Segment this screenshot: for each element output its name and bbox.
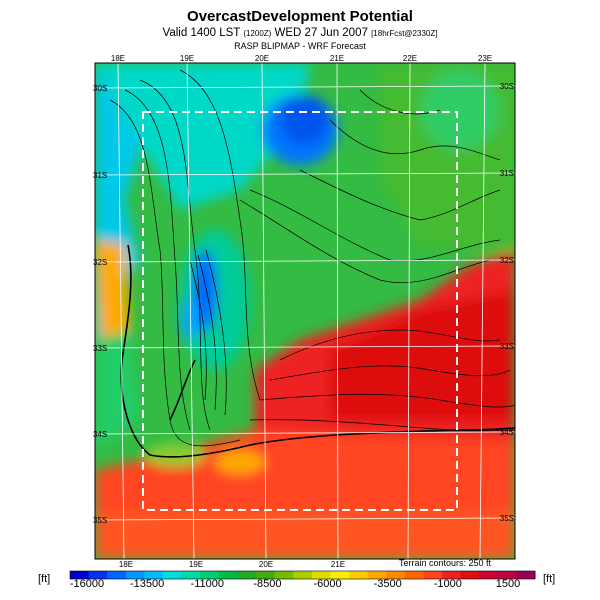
colorbar-tick-label: 1500 bbox=[495, 578, 521, 590]
lat-label-left: 34S bbox=[93, 430, 107, 439]
lon-label-top: 22E bbox=[403, 54, 417, 63]
lon-label-top: 19E bbox=[180, 54, 194, 63]
lat-labels-left: 30S 31S 32S 33S 34S 35S bbox=[93, 84, 107, 525]
lon-labels-top: 18E 19E 20E 21E 22E 23E bbox=[111, 54, 492, 63]
source-label: RASP BLIPMAP - WRF Forecast bbox=[234, 41, 366, 51]
colorbar-swatch bbox=[516, 571, 536, 579]
colorbar-tick-label: -11000 bbox=[190, 578, 224, 590]
valid-date: WED 27 Jun 2007 bbox=[274, 27, 368, 39]
colorbar-swatch bbox=[423, 571, 443, 579]
lat-label-left: 32S bbox=[93, 258, 107, 267]
colorbar-tick-label: -3500 bbox=[373, 578, 402, 590]
colorbar-swatch bbox=[218, 571, 238, 579]
colorbar-tick-label: -13500 bbox=[130, 578, 165, 590]
lon-label-top: 21E bbox=[330, 54, 344, 63]
colorbar-swatch bbox=[70, 571, 90, 579]
colorbar-swatch bbox=[479, 571, 499, 579]
terrain-contours bbox=[109, 69, 515, 447]
colorbar-swatch bbox=[330, 571, 350, 579]
lat-label-right: 33S bbox=[500, 342, 514, 351]
inner-domain-box bbox=[142, 111, 458, 511]
valid-time-utc: (1200Z) bbox=[243, 29, 272, 38]
lat-label-right: 30S bbox=[500, 82, 514, 91]
valid-time-main: Valid 1400 LST bbox=[162, 27, 241, 39]
lon-label-bottom: 19E bbox=[189, 560, 203, 569]
colorbar-swatch bbox=[349, 571, 369, 579]
colorbar-tick-label: -1000 bbox=[433, 578, 462, 590]
colorbar-swatch bbox=[497, 571, 517, 579]
colorbar-swatch bbox=[404, 571, 424, 579]
lat-label-right: 34S bbox=[500, 428, 514, 437]
terrain-contours-note: Terrain contours: 250 ft bbox=[399, 558, 492, 568]
colorbar-swatch bbox=[88, 571, 108, 579]
colorbar-swatch bbox=[274, 571, 294, 579]
coastline bbox=[120, 244, 515, 458]
lat-label-right: 31S bbox=[500, 169, 514, 178]
colorbar-unit-left: [ft] bbox=[38, 573, 51, 585]
colorbar-swatch bbox=[311, 571, 331, 579]
lat-label-left: 33S bbox=[93, 344, 107, 353]
lon-label-bottom: 18E bbox=[119, 560, 133, 569]
colorbar-swatch bbox=[386, 571, 406, 579]
colorbar-swatch bbox=[237, 571, 257, 579]
lat-label-right: 32S bbox=[500, 256, 514, 265]
colorbar bbox=[69, 570, 536, 580]
lon-label-bottom: 20E bbox=[259, 560, 273, 569]
colorbar-swatch bbox=[181, 571, 201, 579]
plot-frame bbox=[94, 62, 516, 560]
map-title: OvercastDevelopment Potential bbox=[187, 8, 413, 25]
colorbar-swatch bbox=[367, 571, 387, 579]
graticule bbox=[95, 63, 515, 559]
field-layer bbox=[95, 63, 515, 559]
colorbar-swatch bbox=[460, 571, 480, 579]
lon-label-bottom: 21E bbox=[331, 560, 345, 569]
lat-label-right: 35S bbox=[500, 514, 514, 523]
lon-labels-bottom: 18E 19E 20E 21E bbox=[119, 560, 345, 569]
lat-labels-right: 30S 31S 32S 33S 34S 35S bbox=[500, 82, 514, 523]
lon-label-top: 20E bbox=[255, 54, 269, 63]
colorbar-swatch bbox=[256, 571, 276, 579]
colorbar-tick-label: -8500 bbox=[253, 578, 282, 590]
colorbar-unit-right: [ft] bbox=[543, 573, 556, 585]
lat-label-left: 30S bbox=[93, 84, 107, 93]
valid-time: Valid 1400 LST (1200Z) WED 27 Jun 2007 [… bbox=[0, 27, 600, 39]
lon-label-top: 18E bbox=[111, 54, 125, 63]
colorbar-tick-label: -6000 bbox=[313, 578, 342, 590]
colorbar-frame bbox=[69, 570, 536, 580]
colorbar-swatch bbox=[144, 571, 164, 579]
colorbar-swatch bbox=[293, 571, 313, 579]
colorbar-swatch bbox=[125, 571, 145, 579]
lon-label-top: 23E bbox=[478, 54, 492, 63]
colorbar-swatch bbox=[107, 571, 127, 579]
forecast-hour: [18hrFcst@2330Z] bbox=[371, 29, 438, 38]
colorbar-swatch bbox=[163, 571, 183, 579]
colorbar-swatch bbox=[442, 571, 462, 579]
lat-label-left: 35S bbox=[93, 516, 107, 525]
lat-label-left: 31S bbox=[93, 171, 107, 180]
colorbar-swatch bbox=[200, 571, 220, 579]
colorbar-tick-label: -16000 bbox=[69, 578, 105, 590]
